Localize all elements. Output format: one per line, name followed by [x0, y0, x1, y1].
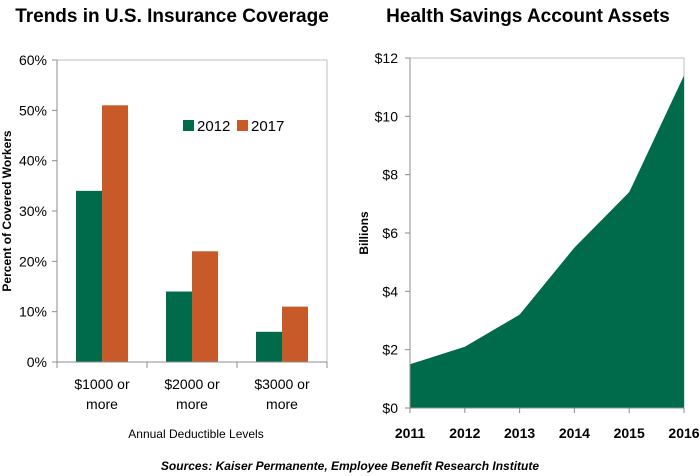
- bar-2017-1: [102, 105, 128, 363]
- right-x-tick-label: 2014: [559, 425, 590, 441]
- left-x-axis-label: Annual Deductible Levels: [128, 427, 263, 441]
- left-legend: 2012 2017: [183, 118, 284, 135]
- left-x-tick-label: $1000 or: [74, 376, 130, 392]
- left-y-axis-label: Percent of Covered Workers: [0, 130, 14, 291]
- bar-2017-3: [282, 306, 308, 362]
- source-footnote: Sources: Kaiser Permanente, Employee Ben…: [161, 459, 539, 473]
- right-y-tick-label: $12: [375, 50, 399, 66]
- left-x-tick-label: $2000 or: [164, 376, 220, 392]
- legend-label-2017: 2017: [251, 118, 284, 135]
- left-x-tick-label: $3000 or: [254, 376, 310, 392]
- left-y-tick-label: 30%: [19, 203, 47, 219]
- left-y-tick-label: 0%: [27, 354, 47, 370]
- left-x-ticks: $1000 or more $2000 or more $3000 or more: [56, 361, 328, 412]
- left-y-tick-label: 20%: [19, 253, 47, 269]
- left-chart-title: Trends in U.S. Insurance Coverage: [15, 6, 329, 27]
- right-area-series: [409, 75, 685, 408]
- right-x-tick-label: 2012: [449, 425, 480, 441]
- right-y-tick-label: $4: [382, 283, 398, 299]
- right-x-tick-label: 2015: [614, 425, 645, 441]
- right-x-tick-label: 2016: [668, 425, 699, 441]
- right-x-tick-label: 2013: [504, 425, 535, 441]
- right-x-ticks: 2011 2012 2013 2014 2015 2016: [395, 407, 700, 441]
- left-x-tick-label: more: [176, 396, 208, 412]
- right-y-tick-label: $8: [382, 167, 398, 183]
- right-y-tick-label: $6: [382, 225, 398, 241]
- left-x-tick-label: more: [86, 396, 118, 412]
- hsa-assets-area: [410, 75, 684, 408]
- left-y-tick-label: 40%: [19, 153, 47, 169]
- right-y-tick-label: $10: [375, 108, 399, 124]
- bar-2012-3: [256, 331, 282, 362]
- left-y-tick-label: 10%: [19, 304, 47, 320]
- right-chart-title: Health Savings Account Assets: [386, 6, 670, 27]
- left-y-ticks: 0% 10% 20% 30% 40% 50% 60%: [19, 52, 58, 370]
- bar-2012-1: [76, 190, 102, 362]
- left-y-tick-label: 50%: [19, 102, 47, 118]
- legend-swatch-2017: [237, 120, 248, 131]
- legend-label-2012: 2012: [197, 118, 230, 135]
- right-y-tick-label: $2: [382, 342, 398, 358]
- bar-2012-2: [166, 291, 192, 362]
- right-y-axis-label: Billions: [357, 211, 371, 255]
- right-y-ticks: $0 $2 $4 $6 $8 $10 $12: [375, 50, 411, 416]
- right-x-tick-label: 2011: [395, 425, 426, 441]
- legend-swatch-2012: [183, 120, 194, 131]
- left-x-tick-label: more: [266, 396, 298, 412]
- left-bars: [76, 105, 308, 363]
- bar-2017-2: [192, 251, 218, 362]
- right-y-tick-label: $0: [382, 400, 398, 416]
- left-y-tick-label: 60%: [19, 52, 47, 68]
